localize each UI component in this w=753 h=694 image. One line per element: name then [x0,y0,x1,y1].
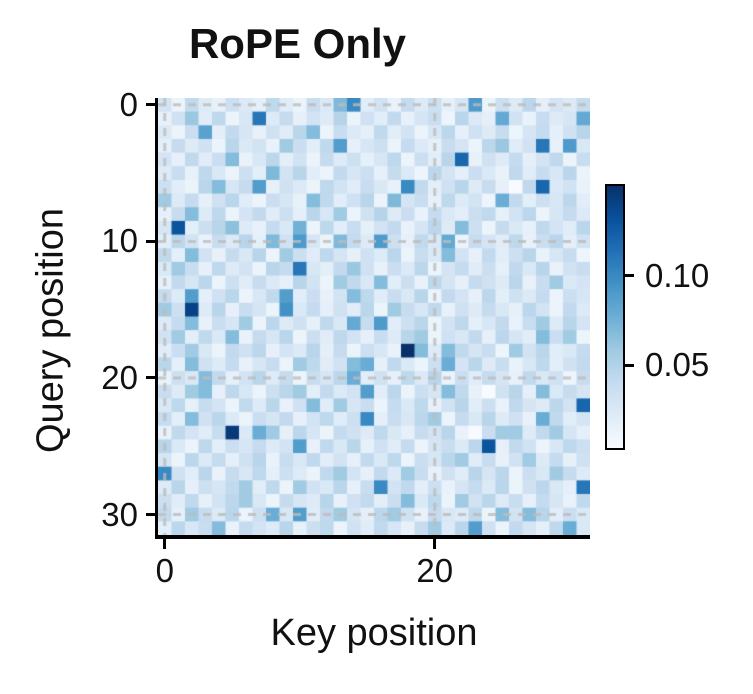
y-tick-label: 20 [101,358,138,396]
y-tick-label: 30 [101,495,138,533]
x-tick-mark [433,539,437,549]
chart-title: RoPE Only [188,20,407,67]
heatmap-canvas [158,98,590,535]
x-axis-spine [155,535,590,539]
colorbar-tick-label: 0.10 [645,256,710,294]
y-tick-mark [146,103,155,107]
x-tick-label: 20 [416,552,454,589]
x-axis-label: Key position [270,612,478,654]
x-tick-mark [163,539,167,549]
y-tick-label: 0 [119,85,138,123]
y-axis-spine [155,98,158,539]
y-tick-mark [146,513,155,517]
y-axis-label: Query position [29,208,72,454]
heatmap-plot [158,98,590,535]
colorbar [605,184,625,450]
y-tick-mark [146,239,155,243]
colorbar-tick-mark [625,274,634,278]
y-tick-label: 10 [101,222,138,260]
x-tick-label: 0 [155,552,174,589]
colorbar-tick-mark [625,363,634,367]
colorbar-tick-label: 0.05 [645,346,710,384]
y-tick-mark [146,376,155,380]
